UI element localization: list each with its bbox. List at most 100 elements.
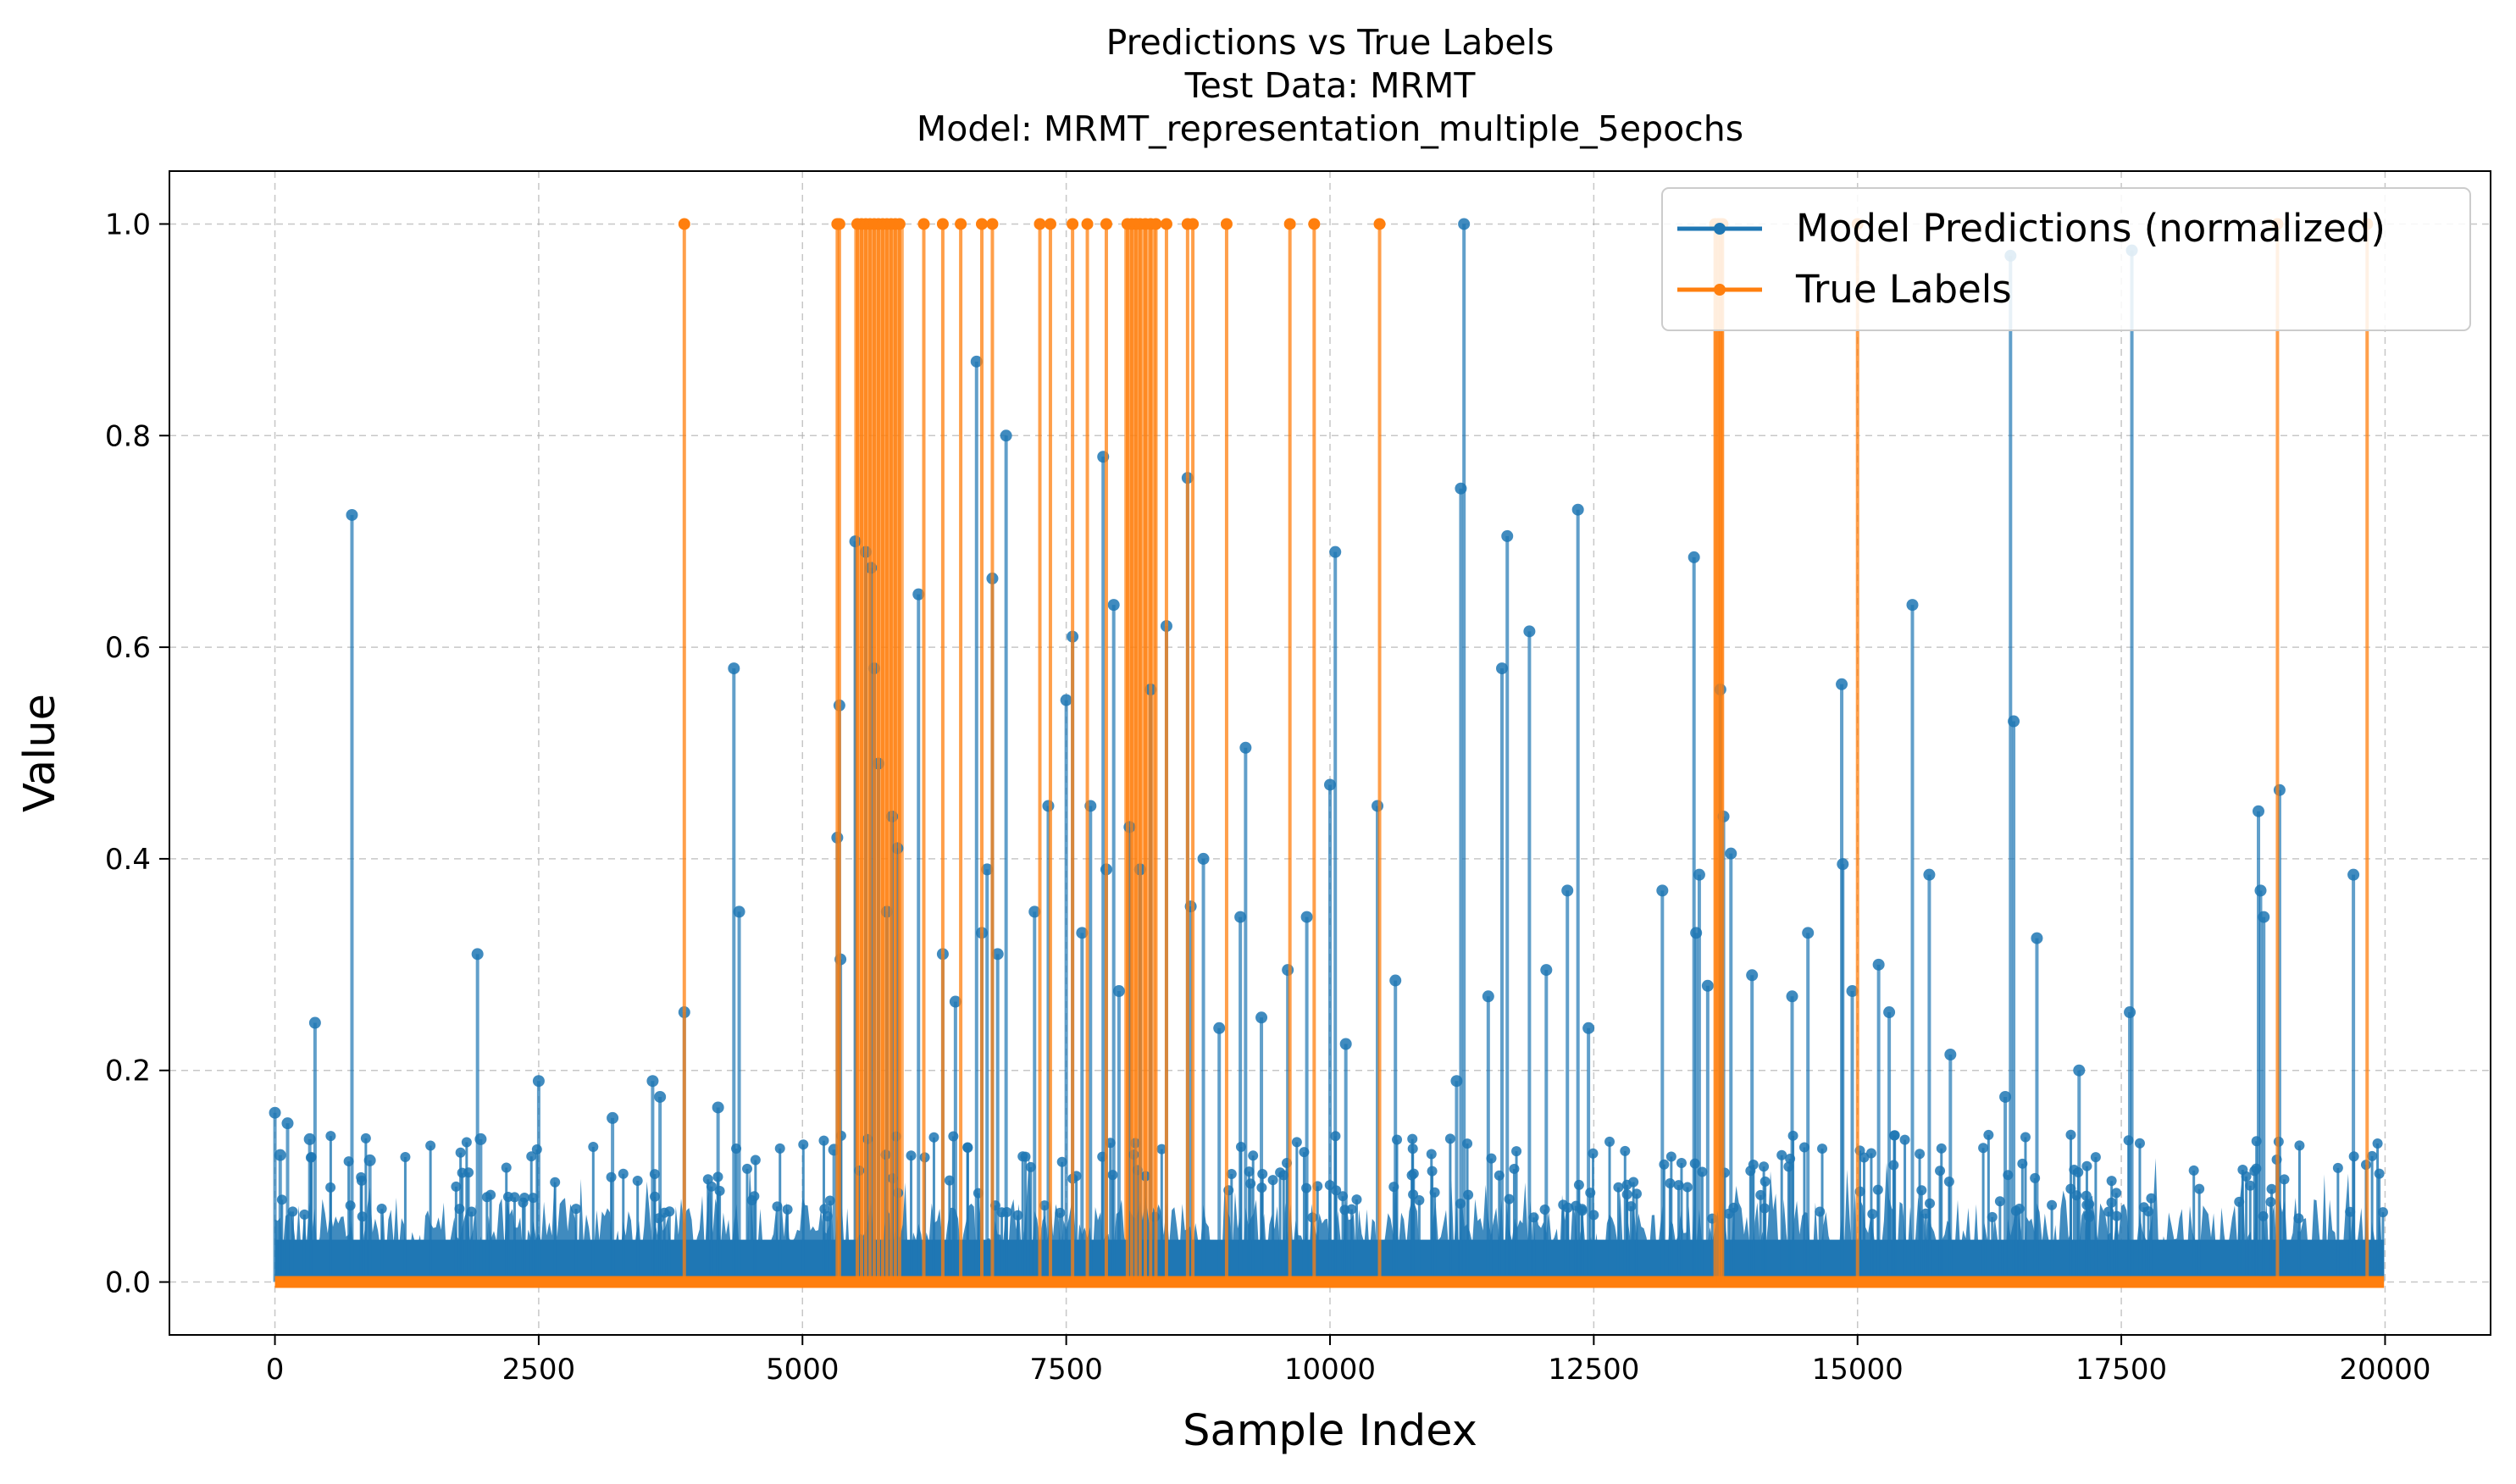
prediction-point [1935, 1166, 1946, 1177]
prediction-point [891, 842, 904, 855]
prediction-point [1248, 1150, 1259, 1161]
prediction-point [1837, 858, 1849, 871]
prediction-point [912, 588, 925, 601]
legend-label-true-labels: True Labels [1795, 267, 2012, 312]
prediction-point [2081, 1199, 2092, 1210]
prediction-point [2377, 1207, 2388, 1218]
prediction-point [1899, 1134, 1910, 1145]
true-label-point [1373, 218, 1386, 230]
prediction-point [1523, 625, 1536, 638]
prediction-point [2279, 1174, 2290, 1185]
prediction-point [2124, 1006, 2136, 1019]
true-label-point [1100, 218, 1112, 230]
prediction-point [1682, 1182, 1693, 1193]
x-tick-label: 0 [266, 1353, 285, 1387]
prediction-point [1501, 529, 1514, 542]
prediction-point [1561, 884, 1574, 897]
legend-box [1661, 187, 2471, 331]
prediction-point [646, 1075, 659, 1088]
prediction-point [1786, 990, 1798, 1003]
true-label-point [1067, 218, 1079, 230]
prediction-point [571, 1204, 582, 1215]
prediction-point [325, 1131, 336, 1142]
prediction-point [1267, 1175, 1278, 1186]
prediction-point [1112, 985, 1125, 998]
prediction-point [509, 1192, 520, 1203]
prediction-point [1324, 778, 1336, 791]
prediction-point [1673, 1180, 1684, 1191]
x-tick-label: 20000 [2339, 1353, 2430, 1387]
prediction-point [1859, 1152, 1870, 1163]
prediction-point [308, 1016, 321, 1029]
prediction-point [782, 1204, 793, 1215]
x-tick-label: 12500 [1548, 1353, 1639, 1387]
prediction-point [1389, 974, 1402, 987]
legend-marker-predictions [1714, 223, 1726, 235]
prediction-point [1213, 1022, 1226, 1034]
prediction-point [2146, 1193, 2157, 1204]
y-tick-label: 0.8 [105, 419, 151, 453]
true-label-point [917, 218, 930, 230]
x-tick-label: 7500 [1029, 1353, 1103, 1387]
prediction-point [2332, 1162, 2343, 1173]
prediction-point [1906, 599, 1919, 612]
prediction-point [944, 1175, 955, 1186]
prediction-point [461, 1137, 472, 1148]
prediction-point [2265, 1196, 2276, 1207]
prediction-point [746, 1195, 757, 1206]
prediction-point [2254, 884, 2267, 897]
prediction-point [532, 1075, 545, 1088]
prediction-point [550, 1177, 561, 1188]
prediction-point [1883, 1006, 1896, 1019]
prediction-point [1659, 1159, 1670, 1170]
prediction-point [1665, 1151, 1676, 1162]
prediction-point [2253, 805, 2264, 817]
prediction-point [2245, 1180, 2256, 1191]
x-tick-label: 10000 [1284, 1353, 1376, 1387]
model-predictions-series [269, 218, 2388, 1282]
prediction-point [618, 1168, 629, 1179]
prediction-point [1509, 1163, 1520, 1174]
true-label-point [833, 218, 845, 230]
y-tick-label: 0.0 [105, 1266, 151, 1300]
prediction-point [1944, 1048, 1957, 1060]
prediction-point [1351, 1194, 1362, 1205]
x-tick-label: 15000 [1812, 1353, 1904, 1387]
prediction-point [425, 1140, 436, 1151]
prediction-point [2241, 1171, 2252, 1182]
y-tick-label: 1.0 [105, 208, 151, 241]
prediction-point [1585, 1188, 1596, 1199]
prediction-point [2294, 1140, 2305, 1151]
prediction-point [1482, 990, 1494, 1003]
prediction-point [728, 662, 740, 675]
true-label-point [893, 218, 906, 230]
prediction-point [2073, 1064, 2086, 1077]
prediction-point [818, 1135, 829, 1146]
y-tick-label: 0.6 [105, 631, 151, 665]
prediction-point [1983, 1129, 1994, 1140]
prediction-point [1300, 911, 1313, 923]
prediction-point [1626, 1201, 1637, 1212]
prediction-point [2065, 1183, 2076, 1194]
true-label-point [1044, 218, 1056, 230]
prediction-point [970, 355, 983, 368]
prediction-point [1571, 503, 1584, 516]
legend-marker-true-labels [1714, 284, 1726, 296]
prediction-point [2266, 1183, 2277, 1194]
prediction-point [906, 1150, 917, 1161]
prediction-point [949, 995, 962, 1008]
prediction-point [1528, 1212, 1539, 1223]
prediction-point [2020, 1132, 2031, 1143]
prediction-point [1282, 964, 1294, 977]
prediction-point [607, 1111, 619, 1124]
prediction-point [501, 1162, 512, 1173]
prediction-point [1588, 1148, 1599, 1159]
true-label-point [678, 218, 690, 230]
prediction-point [1245, 1178, 1256, 1189]
prediction-point [702, 1174, 713, 1185]
prediction-point [1329, 545, 1342, 558]
prediction-point [1620, 1145, 1631, 1156]
prediction-point [2047, 1199, 2058, 1210]
prediction-point [1916, 1185, 1927, 1196]
